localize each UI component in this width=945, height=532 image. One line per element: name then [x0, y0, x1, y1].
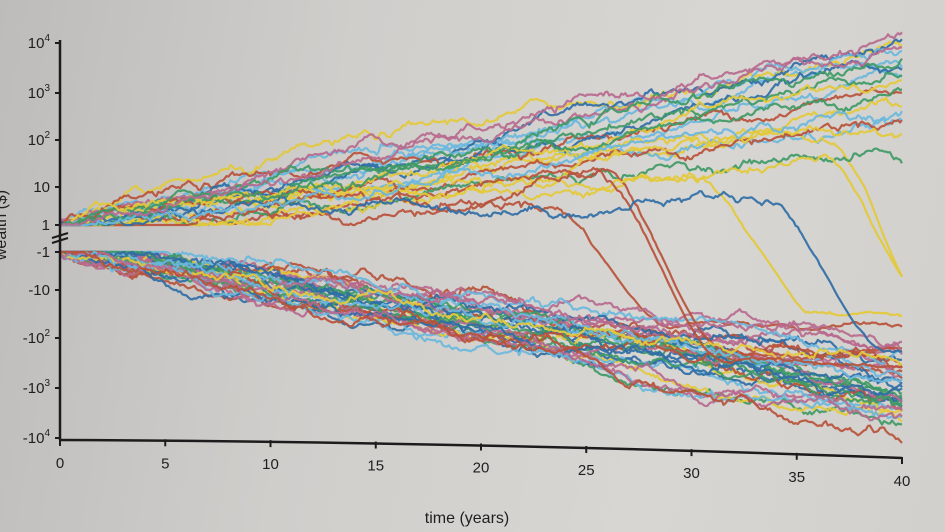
y-axis-title: wealth ($)	[0, 190, 10, 261]
trajectory-line	[59, 110, 903, 227]
y-tick-label: 102	[28, 130, 51, 149]
x-axis-title: time (years)	[425, 510, 509, 527]
trajectory-line	[59, 250, 903, 392]
trajectory-line	[59, 250, 903, 365]
trajectory-line	[59, 250, 902, 364]
x-tick-label: 30	[683, 465, 700, 482]
y-tick-label: -104	[23, 428, 51, 447]
trajectory-line	[60, 31, 903, 227]
y-tick-label: 103	[28, 83, 51, 102]
x-tick-label: 15	[367, 458, 384, 475]
trajectory-line	[59, 251, 903, 367]
trajectory-line	[59, 167, 903, 361]
trajectory-line	[60, 250, 903, 398]
trajectory-line	[60, 40, 903, 227]
x-tick-label: 20	[473, 460, 490, 477]
trajectory-line	[59, 153, 903, 277]
trajectory-line	[60, 250, 903, 444]
trajectory-line	[59, 252, 903, 352]
x-tick-label: 10	[262, 456, 279, 473]
trajectory-lines	[59, 31, 903, 444]
y-tick-label: 1	[42, 217, 50, 234]
y-tick-label: 10	[33, 179, 50, 196]
trajectory-line	[59, 250, 903, 420]
trajectory-line	[59, 252, 903, 383]
y-tick-label: -102	[23, 328, 51, 347]
y-axis-break	[51, 232, 69, 244]
x-tick-label: 0	[56, 455, 64, 472]
x-tick-label: 35	[788, 469, 805, 486]
trajectory-line	[59, 59, 903, 227]
y-tick-label: -103	[23, 378, 51, 397]
y-tick-label: -1	[37, 244, 50, 261]
y-tick-label: -10	[28, 282, 50, 299]
trajectory-line	[59, 71, 903, 227]
y-tick-label: 104	[28, 33, 51, 52]
trajectory-line	[59, 86, 903, 227]
x-tick-label: 25	[578, 462, 595, 479]
x-tick-label: 5	[161, 455, 169, 472]
x-tick-label: 40	[894, 473, 911, 490]
